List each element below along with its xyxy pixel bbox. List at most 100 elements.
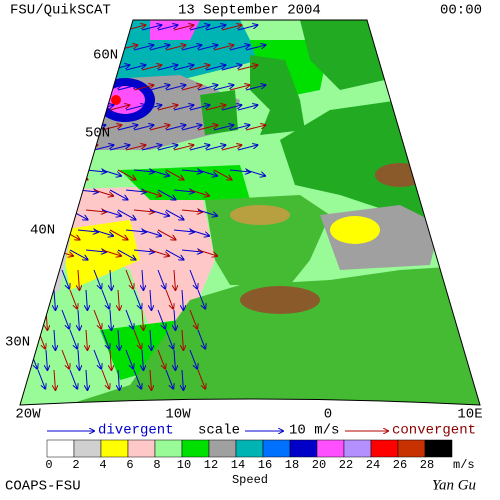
wind-vector — [61, 189, 80, 200]
wind-vector — [205, 145, 225, 151]
wind-vector — [45, 65, 65, 71]
wind-vector — [37, 85, 57, 91]
wind-vector — [165, 125, 185, 131]
wind-vector — [86, 369, 87, 390]
wind-vector — [237, 145, 257, 151]
wind-vector — [165, 85, 185, 91]
wind-vector — [197, 209, 217, 216]
wind-vector — [213, 125, 233, 131]
wind-vector — [205, 25, 225, 31]
header-source: FSU/QuikSCAT — [10, 3, 111, 19]
wind-vector — [93, 229, 113, 236]
wind-zone — [330, 216, 380, 244]
colorbar-box — [424, 439, 453, 458]
colorbar-box — [343, 439, 372, 458]
colorbar-box — [46, 439, 75, 458]
wind-vector — [93, 349, 101, 369]
wind-vector — [125, 309, 133, 329]
wind-vector — [77, 145, 97, 151]
colorbar-tick-label: 22 — [339, 458, 353, 472]
footer-left: COAPS-FSU — [5, 479, 81, 495]
wind-vector — [53, 85, 73, 91]
wind-vector — [69, 249, 88, 260]
wind-vector — [229, 45, 249, 51]
colorbar-box — [370, 439, 399, 458]
wind-vector — [221, 25, 241, 31]
wind-vector — [141, 105, 161, 111]
colorbar-box — [262, 439, 291, 458]
colorbar-tick-label: 18 — [285, 458, 299, 472]
colorbar-tick-label: 12 — [204, 458, 218, 472]
wind-vector — [133, 369, 141, 389]
wind-vector — [133, 329, 141, 349]
wind-vector — [165, 249, 184, 260]
wind-vector — [181, 170, 202, 172]
wind-vector — [213, 45, 233, 51]
wind-vector — [53, 125, 73, 131]
wind-vector — [46, 349, 47, 370]
wind-vector — [78, 269, 79, 290]
wind-vector — [54, 329, 55, 350]
wind-vector — [125, 65, 145, 71]
wind-vector — [142, 269, 143, 290]
wind-vector — [182, 289, 183, 310]
mountains — [240, 286, 320, 314]
land — [300, 20, 385, 90]
wind-vector — [205, 65, 225, 71]
wind-vector — [157, 105, 177, 111]
wind-vector — [101, 249, 121, 256]
wind-vector — [77, 230, 98, 232]
wind-vector — [61, 25, 81, 31]
wind-vector — [69, 289, 77, 309]
wind-vector — [157, 145, 177, 151]
wind-vector — [245, 45, 265, 51]
legend-divergent: divergent — [98, 423, 174, 439]
wind-vector — [157, 309, 165, 329]
wind-vector — [29, 269, 37, 289]
wind-vector — [133, 85, 153, 91]
wind-vector — [189, 269, 197, 289]
lat-label: 60N — [93, 48, 118, 64]
colorbar-box — [235, 439, 264, 458]
wind-vector — [86, 329, 87, 350]
wind-vector — [149, 45, 169, 51]
wind-vector — [165, 369, 173, 389]
colorbar-box — [397, 439, 426, 458]
wind-vector — [109, 189, 128, 200]
wind-vector — [53, 169, 73, 176]
wind-vector — [93, 65, 113, 71]
wind-vector — [54, 289, 55, 310]
wind-vector — [85, 250, 106, 252]
wind-vector — [165, 45, 185, 51]
header-time: 00:00 — [440, 3, 482, 19]
wind-vector — [117, 209, 136, 220]
wind-vector — [109, 145, 129, 151]
colorbar-tick-label: 0 — [45, 458, 52, 472]
land — [250, 55, 305, 135]
wind-vector — [85, 85, 105, 91]
wind-vector — [46, 269, 47, 290]
wind-vector — [133, 250, 154, 252]
colorbar: 0 2 4 6 8 10 12 14 16 18 20 22 24 26 28 — [45, 439, 453, 472]
wind-vector — [149, 169, 169, 176]
wind-vector — [85, 210, 106, 212]
colorbar-tick-label: 6 — [126, 458, 133, 472]
colorbar-tick-label: 8 — [153, 458, 160, 472]
colorbar-tick-label: 16 — [258, 458, 272, 472]
wind-vector — [53, 45, 73, 51]
wind-vector — [133, 125, 153, 131]
wind-vector — [45, 105, 65, 111]
wind-vector — [197, 125, 217, 131]
wind-vector — [133, 45, 153, 51]
colorbar-box — [208, 439, 237, 458]
colorbar-box — [154, 439, 183, 458]
wind-vector — [61, 145, 81, 151]
wind-vector — [213, 85, 233, 91]
colorbar-tick-label: 2 — [72, 458, 79, 472]
wind-vector — [37, 125, 57, 131]
wind-vector — [221, 105, 241, 111]
wind-vector — [221, 145, 241, 151]
wind-vector — [173, 65, 193, 71]
wind-vector — [141, 25, 161, 31]
wind-vector — [173, 230, 194, 232]
